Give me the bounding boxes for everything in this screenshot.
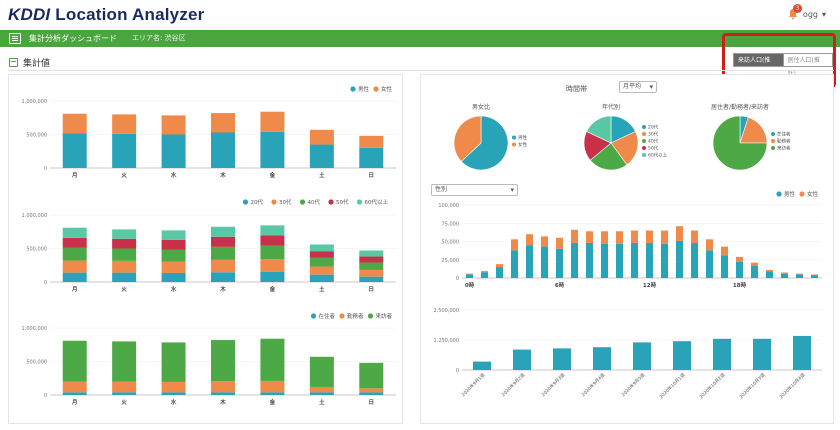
chevron-down-icon: ▾ xyxy=(821,9,826,19)
right-panel xyxy=(420,74,834,424)
population-toggle: 来訪人口(推計) 居住人口(推計) xyxy=(733,53,833,78)
nav-bar: 集計分析ダッシュボード エリア名: 渋谷区 xyxy=(0,30,840,47)
user-menu[interactable]: 3 ogg ▾ xyxy=(787,4,826,20)
time-filter-value: 月平均 xyxy=(623,83,642,90)
metric-select-value: 性別 xyxy=(435,186,448,193)
metric-select[interactable]: 性別 xyxy=(431,184,518,196)
left-panel xyxy=(8,74,403,424)
calendar-icon xyxy=(9,58,18,67)
user-name: ogg xyxy=(802,9,818,19)
toggle-resident-population[interactable]: 居住人口(推計) xyxy=(783,53,833,78)
app-logo[interactable]: KDDI Location Analyzer xyxy=(8,5,204,25)
logo-brand: KDDI xyxy=(8,5,51,24)
hamburger-menu-icon[interactable] xyxy=(9,33,21,44)
logo-text: Location Analyzer xyxy=(55,5,205,24)
top-bar: KDDI Location Analyzer 3 ogg ▾ xyxy=(0,0,840,30)
time-filter-select[interactable]: 月平均 xyxy=(619,81,657,93)
time-filter-label: 時間帯 xyxy=(566,85,587,93)
nav-area: エリア名: 渋谷区 xyxy=(132,34,186,42)
section-title: 集計値 xyxy=(23,59,51,69)
nav-title: 集計分析ダッシュボード xyxy=(29,34,117,43)
section-header: 集計値 xyxy=(9,56,50,69)
notification-badge: 3 xyxy=(792,4,802,13)
section-divider xyxy=(8,70,834,71)
bell-icon[interactable]: 3 xyxy=(787,4,802,20)
toggle-visitor-population[interactable]: 来訪人口(推計) xyxy=(733,53,784,78)
